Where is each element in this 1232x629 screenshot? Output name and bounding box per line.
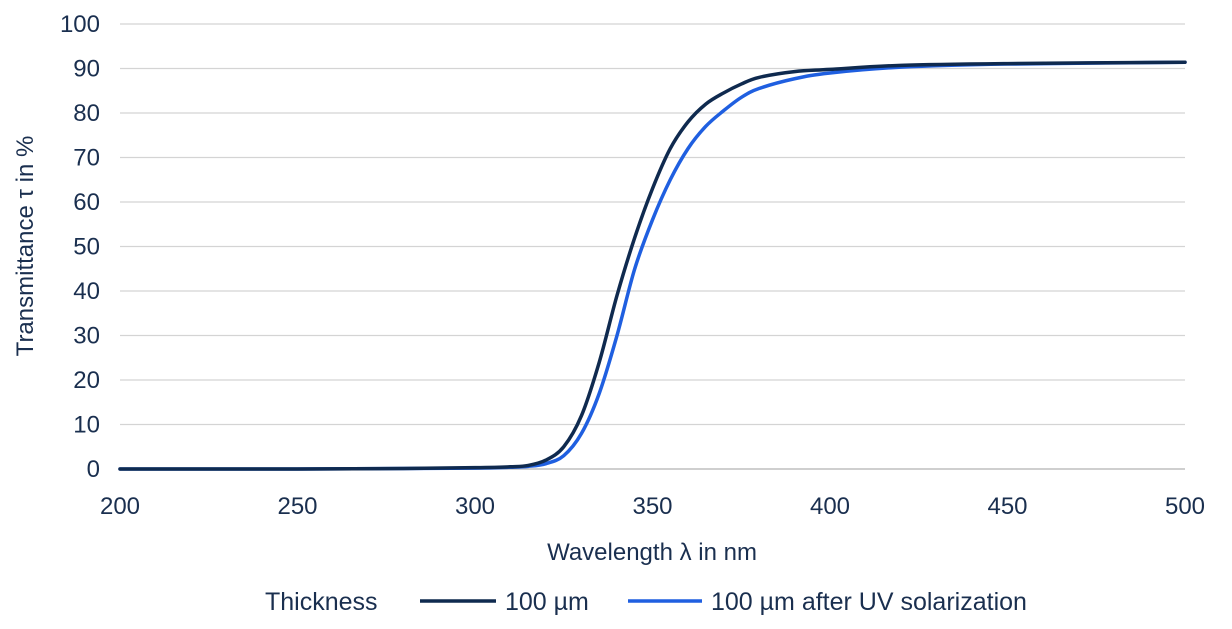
x-tick-label: 200: [100, 493, 140, 520]
y-tick-label: 10: [73, 412, 100, 439]
x-axis-ticks: 200 250 300 350 400 450 500: [100, 493, 1205, 520]
x-tick-label: 250: [277, 493, 317, 520]
x-tick-label: 450: [987, 493, 1027, 520]
y-tick-label: 30: [73, 323, 100, 350]
y-tick-label: 90: [73, 56, 100, 83]
legend-label-series-2: 100 µm after UV solarization: [711, 588, 1027, 616]
legend-label-series-1: 100 µm: [505, 588, 589, 616]
y-tick-label: 70: [73, 145, 100, 172]
y-tick-label: 0: [87, 456, 100, 483]
legend: Thickness 100 µm 100 µm after UV solariz…: [265, 588, 1027, 616]
y-tick-label: 40: [73, 278, 100, 305]
series-lines: [118, 60, 1187, 471]
y-tick-label: 60: [73, 189, 100, 216]
y-tick-label: 80: [73, 100, 100, 127]
x-tick-label: 500: [1165, 493, 1205, 520]
x-tick-label: 300: [455, 493, 495, 520]
x-axis-title: Wavelength λ in nm: [547, 539, 757, 566]
gridlines: [120, 23, 1185, 470]
series-line-1: [118, 60, 1187, 471]
legend-title: Thickness: [265, 588, 378, 616]
series-line-2: [118, 60, 1187, 471]
x-tick-label: 400: [810, 493, 850, 520]
y-tick-label: 100: [60, 11, 100, 38]
y-tick-label: 20: [73, 367, 100, 394]
y-tick-label: 50: [73, 234, 100, 261]
y-axis-ticks: 0 10 20 30 40 50 60 70 80 90 100: [60, 11, 100, 483]
x-tick-label: 350: [632, 493, 672, 520]
y-axis-title: Transmittance τ in %: [12, 136, 39, 357]
